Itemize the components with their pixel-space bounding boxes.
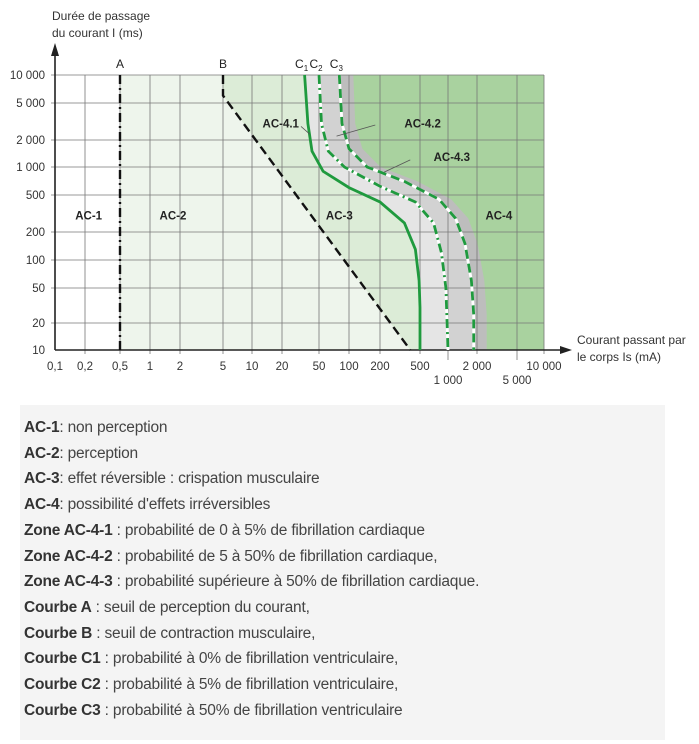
legend-item: Courbe A : seuil de perception du couran…: [24, 599, 310, 617]
x-tick-label: 0,5: [112, 361, 128, 373]
zone-label-ac-4.2: AC-4.2: [404, 119, 440, 131]
x-axis-title-line2: le corps Is (mA): [577, 350, 662, 364]
zone-label-ac-3: AC-3: [326, 211, 353, 223]
x-tick-label: 10: [246, 361, 259, 373]
y-axis-title: Durée de passage du courant I (ms): [52, 8, 150, 42]
x-tick-label: 500: [410, 361, 429, 373]
y-tick-label: 1 000: [16, 162, 45, 174]
curve-label-c3: C3: [330, 57, 344, 73]
curve-c3: [337, 74, 476, 350]
legend-text: : perception: [59, 444, 138, 462]
x-tick-label: 2 000: [463, 361, 492, 373]
legend-text: : seuil de perception du courant,: [91, 598, 310, 616]
legend-term: AC-4: [24, 496, 60, 514]
x-tick-label: 1: [147, 361, 153, 373]
legend-item: Courbe B : seuil de contraction musculai…: [24, 625, 315, 643]
legend-term: Courbe A: [24, 598, 92, 616]
legend-item: AC-2: perception: [24, 445, 138, 463]
legend-item: Courbe C2 : probabilité à 5% de fibrilla…: [24, 676, 398, 694]
zone-label-ac-4: AC-4: [485, 211, 512, 223]
curve-label-subscript: 1: [304, 64, 309, 73]
y-axis-title-line2: du courant I (ms): [52, 26, 143, 40]
legend-text: : probabilité à 5% de fibrillation ventr…: [100, 676, 399, 693]
x-tick-label: 0,1: [47, 361, 63, 373]
legend-text: : probabilité à 0% de fibrillation ventr…: [100, 650, 399, 668]
legend-term: Courbe B: [24, 624, 93, 642]
y-tick-label: 10: [32, 345, 45, 357]
legend-term: Zone AC-4-2: [24, 547, 113, 565]
legend-item: AC-4: possibilité d'effets irréversibles: [24, 496, 270, 514]
y-tick-label: 100: [26, 255, 45, 267]
x-axis-title: Courant passant par le corps Is (mA): [577, 332, 686, 366]
curve-label-subscript: 3: [338, 64, 343, 73]
legend-term: Courbe C1: [24, 650, 101, 668]
zone-ac-2: [55, 75, 411, 350]
legend-text: : non perception: [59, 419, 168, 436]
legend-text: : probabilité de 0 à 5% de fibrillation …: [112, 521, 425, 539]
curve-c1: [303, 74, 422, 350]
y-axis-title-line1: Durée de passage: [52, 9, 151, 23]
legend-text: : effet réversible : crispation musculai…: [59, 470, 320, 488]
y-tick-label: 2 000: [16, 135, 45, 147]
x-tick-label: 0,2: [77, 361, 93, 373]
x-tick-label: 2: [177, 361, 183, 373]
y-tick-label: 500: [26, 190, 45, 202]
legend-item: Zone AC-4-2 : probabilité de 5 à 50% de …: [24, 547, 438, 566]
legend-term: Zone AC-4-1: [24, 521, 113, 539]
y-tick-label: 10 000: [10, 70, 45, 82]
legend-item: Zone AC-4-3 : probabilité supérieure à 5…: [24, 573, 479, 591]
legend-text: : probabilité à 50% de fibrillation vent…: [100, 701, 403, 719]
curve-c2: [317, 74, 450, 351]
legend-item: Courbe C3 : probabilité à 50% de fibrill…: [24, 701, 403, 720]
legend-text: : probabilité supérieure à 50% de fibril…: [112, 573, 480, 591]
curve-label-c1: C1: [295, 57, 309, 73]
legend-text: : seuil de contraction musculaire,: [92, 624, 316, 642]
y-tick-label: 50: [32, 283, 45, 295]
legend-text: : probabilité de 5 à 50% de fibrillation…: [112, 547, 438, 565]
y-tick-label: 5 000: [16, 98, 45, 110]
legend: AC-1: non perception AC-2: perception AC-3…: [20, 405, 665, 740]
legend-item: AC-3: effet réversible : crispation musc…: [24, 470, 320, 488]
x-tick-label: 50: [313, 361, 326, 373]
x-tick-label: 5 000: [503, 375, 532, 387]
leader-ac-4.3: [383, 159, 411, 173]
zone-label-ac-4.1: AC-4.1: [263, 119, 300, 131]
curve-label-subscript: 2: [318, 64, 323, 73]
x-tick-label: 5: [220, 361, 226, 373]
x-tick-label: 100: [339, 361, 358, 373]
x-axis-title-line1: Courant passant par: [577, 333, 686, 347]
legend-term: AC-2: [24, 444, 60, 462]
legend-item: AC-1: non perception: [24, 419, 168, 437]
legend-term: AC-1: [24, 419, 60, 436]
zone-label-ac-1: AC-1: [75, 211, 102, 223]
leader-ac-4.2: [336, 124, 376, 137]
legend-term: Courbe C3: [24, 701, 101, 719]
zone-label-ac-4.3: AC-4.3: [434, 152, 470, 164]
zone-label-ac-2: AC-2: [160, 211, 187, 223]
x-tick-label: 200: [370, 361, 389, 373]
y-tick-label: 200: [26, 227, 45, 239]
legend-term: Zone AC-4-3: [24, 573, 113, 591]
x-tick-label: 20: [276, 361, 289, 373]
legend-text: : possibilité d'effets irréversibles: [59, 496, 271, 514]
x-tick-label: 10 000: [526, 361, 561, 373]
leader-ac-4.1: [300, 126, 311, 135]
curve-label-c2: C2: [309, 57, 323, 73]
legend-term: Courbe C2: [24, 676, 101, 693]
y-tick-label: 20: [32, 318, 45, 330]
curve-label-a: A: [116, 57, 124, 71]
legend-term: AC-3: [24, 470, 60, 488]
legend-item: Courbe C1 : probabilité à 0% de fibrilla…: [24, 650, 398, 668]
y-axis-arrow-icon: [51, 43, 59, 56]
curve-b: [221, 75, 412, 351]
curve-label-b: B: [219, 57, 227, 71]
legend-item: Zone AC-4-1 : probabilité de 0 à 5% de f…: [24, 522, 425, 540]
x-tick-label: 1 000: [434, 375, 463, 387]
x-axis-arrow-icon: [560, 346, 572, 354]
zone-ac-1: [55, 75, 120, 350]
